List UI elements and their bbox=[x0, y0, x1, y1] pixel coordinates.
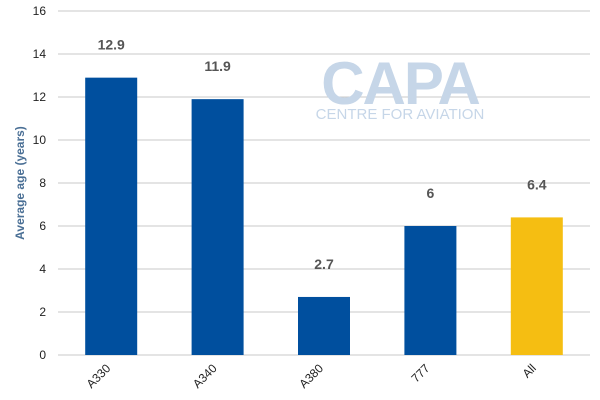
data-label: 6 bbox=[427, 185, 435, 201]
data-label: 2.7 bbox=[314, 256, 334, 272]
y-axis-label: Average age (years) bbox=[13, 126, 27, 240]
x-axis-ticks: A330 A340 A380 777 All bbox=[84, 361, 539, 391]
y-tick-label: 4 bbox=[39, 262, 46, 276]
y-axis-ticks: 0 2 4 6 8 10 12 14 16 bbox=[33, 4, 47, 362]
data-label: 12.9 bbox=[98, 37, 125, 53]
y-tick-label: 6 bbox=[39, 219, 46, 233]
watermark-subtitle: CENTRE FOR AVIATION bbox=[316, 106, 485, 123]
y-tick-label: 8 bbox=[39, 176, 46, 190]
y-tick-label: 12 bbox=[33, 90, 47, 104]
watermark-logo-text: CAPA bbox=[321, 50, 479, 117]
data-label: 11.9 bbox=[204, 58, 231, 74]
gridlines bbox=[58, 10, 590, 356]
data-labels: 12.9 11.9 2.7 6 6.4 bbox=[98, 37, 547, 272]
bar-all bbox=[510, 217, 563, 355]
watermark-logo: CAPA CENTRE FOR AVIATION bbox=[316, 50, 485, 123]
y-tick-label: 10 bbox=[33, 133, 47, 147]
y-tick-label: 0 bbox=[39, 348, 46, 362]
y-tick-label: 14 bbox=[33, 47, 47, 61]
bar-a340 bbox=[191, 99, 244, 356]
x-tick-label: A380 bbox=[296, 361, 326, 391]
bar-a330 bbox=[85, 77, 138, 356]
bar-a380 bbox=[298, 296, 350, 355]
y-tick-label: 2 bbox=[39, 305, 46, 319]
data-label: 6.4 bbox=[527, 176, 547, 192]
x-tick-label: A330 bbox=[84, 361, 114, 391]
x-tick-label: A340 bbox=[190, 361, 220, 391]
bars bbox=[85, 77, 563, 356]
bar-777 bbox=[404, 226, 457, 355]
y-tick-label: 16 bbox=[33, 4, 47, 18]
x-tick-label: 777 bbox=[408, 361, 432, 385]
x-tick-label: All bbox=[520, 361, 539, 380]
